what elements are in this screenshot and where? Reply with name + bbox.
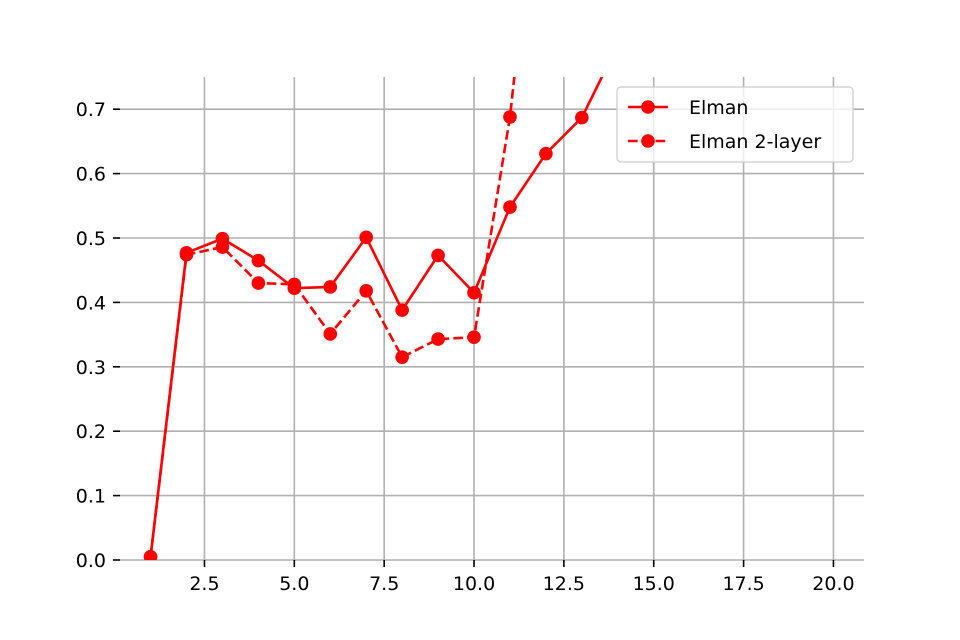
x-tick-label: 5.0 bbox=[279, 573, 309, 595]
x-tick-label: 17.5 bbox=[722, 573, 764, 595]
x-tick-label: 12.5 bbox=[543, 573, 585, 595]
data-point bbox=[143, 549, 158, 560]
data-point bbox=[503, 110, 517, 124]
legend-marker-1 bbox=[641, 134, 655, 148]
x-tick-label: 2.5 bbox=[189, 573, 219, 595]
data-point bbox=[359, 284, 374, 298]
y-tick-label: 0.2 bbox=[76, 421, 106, 443]
data-point bbox=[503, 200, 517, 214]
data-point bbox=[359, 230, 374, 245]
data-point bbox=[431, 248, 445, 263]
data-point bbox=[539, 146, 553, 161]
y-tick-label: 0.0 bbox=[76, 550, 106, 572]
x-tick-label: 20.0 bbox=[812, 573, 854, 595]
y-tick-label: 0.3 bbox=[76, 357, 106, 379]
data-point bbox=[467, 285, 481, 300]
data-point bbox=[467, 330, 481, 344]
series-1 bbox=[143, 77, 517, 560]
y-axis: 0.0 0.1 0.2 0.3 0.4 0.5 0.6 0.7 bbox=[76, 99, 120, 572]
data-point bbox=[215, 240, 230, 254]
data-point bbox=[251, 253, 266, 268]
series-line bbox=[149, 77, 604, 557]
data-point bbox=[323, 280, 338, 294]
legend-label-1: Elman 2-layer bbox=[689, 131, 821, 153]
x-axis: 2.5 5.0 7.5 10.0 12.5 15.0 17.5 20.0 bbox=[189, 560, 855, 595]
y-tick-label: 0.6 bbox=[76, 164, 106, 186]
x-tick-label: 15.0 bbox=[633, 573, 675, 595]
data-point bbox=[287, 277, 302, 292]
y-tick-label: 0.7 bbox=[76, 99, 106, 121]
data-point bbox=[323, 327, 338, 341]
data-point bbox=[431, 332, 445, 346]
y-tick-label: 0.1 bbox=[76, 486, 106, 508]
data-point bbox=[395, 303, 409, 317]
data-point bbox=[395, 350, 409, 364]
legend: Elman Elman 2-layer bbox=[616, 86, 854, 163]
plot-area bbox=[143, 38, 625, 560]
y-tick-label: 0.5 bbox=[76, 228, 106, 250]
y-tick-label: 0.4 bbox=[76, 292, 106, 314]
legend-marker-0 bbox=[641, 100, 655, 114]
series-line bbox=[149, 77, 516, 557]
data-point bbox=[179, 247, 194, 262]
legend-box bbox=[616, 86, 854, 163]
x-tick-label: 10.0 bbox=[453, 573, 495, 595]
data-point bbox=[611, 38, 625, 52]
x-tick-label: 7.5 bbox=[369, 573, 399, 595]
data-point bbox=[251, 276, 266, 290]
legend-label-0: Elman bbox=[689, 97, 748, 119]
data-point bbox=[575, 110, 589, 125]
